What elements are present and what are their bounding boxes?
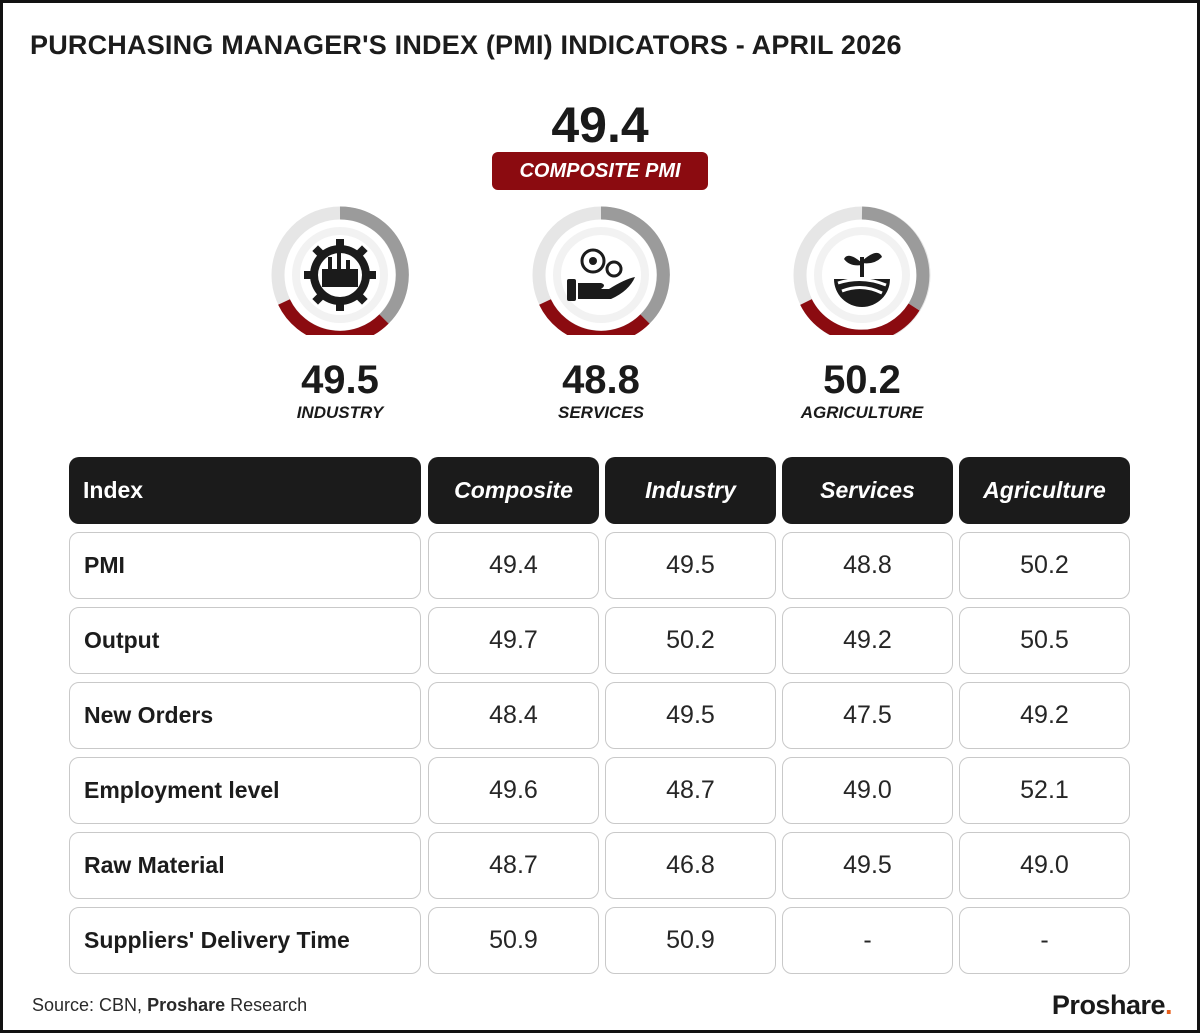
table-cell-raw-material-composite: 48.7 [428, 832, 599, 899]
gauge-industry-label: INDUSTRY [296, 403, 384, 422]
gauge-agriculture: 50.2 AGRICULTURE [762, 205, 962, 425]
gauge-industry: 49.5 INDUSTRY [240, 205, 440, 425]
source-prefix: Source: CBN, [32, 995, 143, 1015]
table-cell-output-agriculture: 50.5 [959, 607, 1130, 674]
table-cell-output-composite: 49.7 [428, 607, 599, 674]
table-cell-raw-material-agriculture: 49.0 [959, 832, 1130, 899]
row-label-pmi: PMI [69, 532, 421, 599]
table-cell-suppliers-delivery-time-composite: 50.9 [428, 907, 599, 974]
table-cell-employment-level-services: 49.0 [782, 757, 953, 824]
table-cell-new-orders-industry: 49.5 [605, 682, 776, 749]
table-header-industry: Industry [605, 457, 776, 524]
row-label-output: Output [69, 607, 421, 674]
table-cell-new-orders-agriculture: 49.2 [959, 682, 1130, 749]
table-cell-new-orders-services: 47.5 [782, 682, 953, 749]
table-cell-output-services: 49.2 [782, 607, 953, 674]
sprout-field-icon [834, 252, 890, 307]
table-cell-employment-level-agriculture: 52.1 [959, 757, 1130, 824]
page-title: PURCHASING MANAGER'S INDEX (PMI) INDICAT… [30, 30, 902, 60]
table-cell-suppliers-delivery-time-industry: 50.9 [605, 907, 776, 974]
composite-pmi-value: 49.4 [551, 97, 649, 153]
source-suffix: Research [230, 995, 308, 1015]
row-label-new-orders: New Orders [69, 682, 421, 749]
brand-name: Proshare [1051, 990, 1166, 1020]
table-cell-raw-material-industry: 46.8 [605, 832, 776, 899]
hand-gears-icon [567, 248, 635, 301]
gauge-agriculture-value: 50.2 [823, 358, 901, 402]
gauge-services-label: SERVICES [558, 403, 644, 422]
gauge-services-value: 48.8 [562, 358, 640, 402]
row-label-raw-material: Raw Material [69, 832, 421, 899]
source-bold: Proshare [147, 995, 226, 1015]
table-cell-pmi-composite: 49.4 [428, 532, 599, 599]
table-header-services: Services [782, 457, 953, 524]
gauge-industry-value: 49.5 [301, 358, 379, 402]
gauge-services: 48.8 SERVICES [501, 205, 701, 425]
gauge-agriculture-ring [793, 206, 931, 335]
table-header-composite: Composite [428, 457, 599, 524]
row-label-suppliers-delivery-time: Suppliers' Delivery Time [69, 907, 421, 974]
table-cell-employment-level-composite: 49.6 [428, 757, 599, 824]
table-cell-pmi-services: 48.8 [782, 532, 953, 599]
table-cell-new-orders-composite: 48.4 [428, 682, 599, 749]
table-cell-output-industry: 50.2 [605, 607, 776, 674]
row-label-employment-level: Employment level [69, 757, 421, 824]
gauge-agriculture-label: AGRICULTURE [800, 403, 924, 422]
source-note: Source: CBN, Proshare Research [32, 995, 307, 1016]
table-cell-pmi-agriculture: 50.2 [959, 532, 1130, 599]
table-header-index: Index [69, 457, 421, 524]
gauge-services-ring [532, 206, 670, 335]
table-cell-employment-level-industry: 48.7 [605, 757, 776, 824]
brand-dot: . [1164, 990, 1173, 1020]
composite-pmi-badge: COMPOSITE PMI [492, 152, 708, 190]
table-cell-suppliers-delivery-time-agriculture: - [959, 907, 1130, 974]
table-cell-suppliers-delivery-time-services: - [782, 907, 953, 974]
table-header-agriculture: Agriculture [959, 457, 1130, 524]
table-cell-pmi-industry: 49.5 [605, 532, 776, 599]
brand-logo: Proshare. [1051, 990, 1173, 1021]
gauge-industry-ring [271, 206, 409, 335]
factory-gear-icon [304, 239, 376, 311]
table-cell-raw-material-services: 49.5 [782, 832, 953, 899]
